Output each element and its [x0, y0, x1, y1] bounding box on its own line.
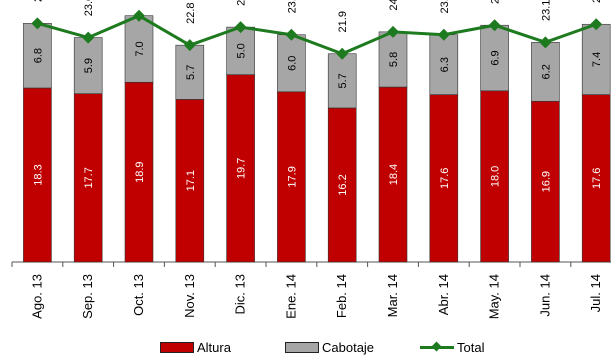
legend-label-altura: Altura [197, 339, 231, 355]
total-marker [437, 28, 450, 41]
legend-label-total: Total [457, 339, 485, 355]
total-marker [285, 28, 298, 41]
data-label-total: 23.1 [540, 0, 552, 21]
category-label: Jul. 14 [588, 274, 603, 312]
category-label: Feb. 14 [334, 274, 349, 318]
category-label: Jun. 14 [537, 274, 552, 317]
bar-altura [226, 74, 255, 263]
data-label-cabotaje: 6.3 [439, 57, 451, 72]
data-label-altura: 16.2 [337, 174, 349, 195]
bar-cabotaje [378, 31, 408, 88]
bar-labels-layer: 18.36.825.117.75.923.618.97.025.917.15.7… [32, 0, 603, 196]
data-label-cabotaje: 7.0 [134, 41, 146, 56]
data-label-cabotaje: 6.0 [286, 56, 298, 71]
data-label-altura: 18.3 [32, 164, 44, 185]
bar-cabotaje [175, 44, 205, 100]
bar-altura [175, 99, 205, 263]
data-label-altura: 18.0 [490, 166, 502, 187]
data-label-cabotaje: 5.7 [337, 73, 349, 88]
bar-altura [581, 94, 611, 263]
total-marker [539, 36, 552, 49]
category-label: Oct. 13 [131, 274, 146, 316]
total-marker [133, 9, 145, 22]
bar-cabotaje [124, 15, 154, 83]
bar-cabotaje [581, 23, 611, 95]
total-marker [183, 39, 196, 52]
data-label-cabotaje: 5.9 [83, 58, 95, 73]
bar-cabotaje [429, 34, 459, 95]
data-label-altura: 17.6 [439, 168, 451, 189]
total-marker [488, 19, 501, 32]
category-label: Sep. 13 [80, 274, 95, 319]
data-label-total: 25.0 [591, 0, 603, 3]
data-label-cabotaje: 5.0 [236, 43, 248, 58]
bar-altura [429, 94, 459, 263]
legend-item-cabotaje: Cabotaje [285, 338, 374, 356]
data-label-altura: 17.7 [83, 167, 95, 188]
total-marker [234, 21, 247, 34]
legend-swatch-altura [160, 341, 194, 353]
category-label: Ene. 14 [283, 274, 298, 319]
category-label: May. 14 [487, 274, 502, 319]
data-label-total: 24.7 [236, 0, 248, 6]
bar-cabotaje [277, 34, 306, 93]
total-marker [590, 18, 603, 31]
data-label-total: 23.9 [286, 0, 298, 13]
data-label-altura: 19.7 [236, 158, 248, 179]
bar-altura [531, 100, 560, 263]
bar-altura [327, 107, 357, 263]
total-marker [31, 17, 44, 30]
bar-cabotaje [327, 53, 357, 109]
bar-altura [73, 93, 103, 263]
bar-altura [378, 86, 408, 263]
bar-cabotaje [23, 23, 52, 89]
legend-label-cabotaje: Cabotaje [322, 339, 375, 355]
bar-cabotaje [226, 26, 255, 75]
data-label-cabotaje: 6.8 [32, 48, 44, 63]
data-label-cabotaje: 5.8 [388, 52, 400, 67]
data-label-altura: 16.9 [540, 171, 552, 192]
data-label-cabotaje: 7.4 [591, 52, 603, 67]
category-label: Nov. 13 [182, 274, 197, 318]
data-label-altura: 18.9 [134, 161, 146, 182]
category-label: Mar. 14 [385, 274, 400, 317]
total-line [36, 14, 597, 56]
bar-altura [124, 81, 154, 263]
bar-cabotaje [73, 37, 103, 94]
data-label-total: 24.2 [388, 0, 400, 11]
legend: Altura Cabotaje Total [0, 338, 611, 356]
data-label-total: 21.9 [337, 11, 349, 32]
legend-item-total: Total [420, 338, 484, 356]
category-label: Ago. 13 [29, 274, 44, 319]
data-label-altura: 17.9 [286, 166, 298, 187]
category-label: Dic. 13 [233, 274, 248, 314]
data-label-total: 24.9 [490, 0, 502, 4]
total-marker [387, 25, 399, 38]
data-label-cabotaje: 6.9 [490, 50, 502, 65]
legend-swatch-cabotaje [285, 341, 319, 353]
total-line-layer [31, 9, 603, 60]
category-labels-layer: Ago. 13 Sep. 13 Oct. 13 Nov. 13 Dic. 13 Ene. … [29, 274, 603, 319]
data-label-altura: 17.1 [185, 170, 197, 191]
category-label: Abr. 14 [436, 274, 451, 315]
legend-item-altura: Altura [160, 338, 231, 356]
total-marker [82, 31, 95, 44]
data-label-altura: 18.4 [388, 164, 400, 185]
data-label-total: 22.8 [185, 2, 197, 23]
data-label-altura: 17.6 [591, 168, 603, 189]
bar-cabotaje [531, 42, 560, 102]
data-label-cabotaje: 6.2 [540, 64, 552, 79]
data-label-total: 23.9 [439, 0, 451, 13]
x-axis-ticks [11, 262, 572, 267]
bars-layer [23, 15, 611, 263]
data-label-total: 25.1 [32, 0, 44, 2]
bar-altura [23, 87, 52, 263]
bar-cabotaje [480, 24, 509, 92]
total-marker [336, 47, 349, 60]
legend-swatch-total [420, 342, 454, 353]
data-label-cabotaje: 5.7 [185, 65, 197, 80]
data-label-total: 23.6 [83, 0, 95, 16]
